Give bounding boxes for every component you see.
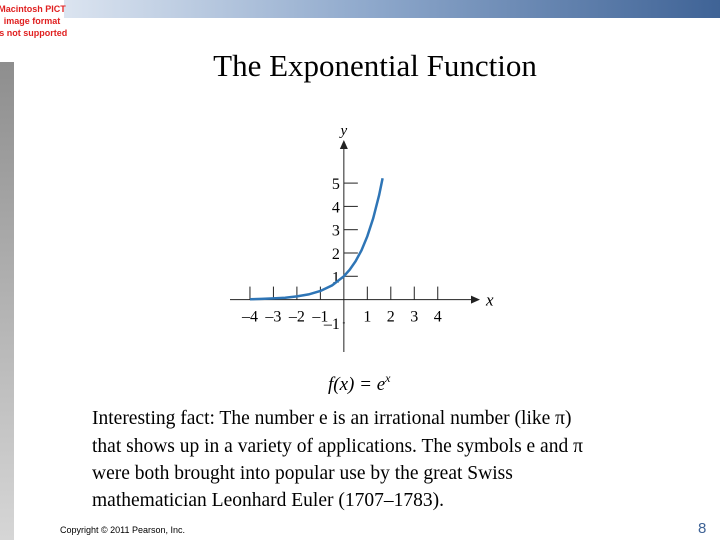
- x-tick-label: 3: [410, 309, 418, 326]
- x-tick-label: 2: [387, 309, 395, 326]
- y-tick-label: 3: [332, 223, 340, 240]
- placeholder-text: is not supported: [0, 28, 67, 38]
- image-placeholder: [0, 0, 64, 60]
- x-tick-label: –4: [241, 309, 258, 326]
- x-tick-label: 1: [363, 309, 371, 326]
- paragraph-line: mathematician Leonhard Euler (1707–1783)…: [92, 490, 444, 511]
- page-number: 8: [698, 520, 706, 537]
- footer: Copyright © 2011 Pearson, Inc.: [60, 525, 185, 535]
- x-tick-label: –1: [311, 309, 328, 326]
- x-tick-label: –3: [264, 309, 281, 326]
- placeholder-text: image format: [4, 16, 61, 26]
- y-tick-label: 1: [332, 269, 340, 286]
- x-axis-label: x: [485, 291, 494, 310]
- paragraph-line: were both brought into popular use by th…: [92, 463, 513, 484]
- y-tick-label: 2: [332, 246, 340, 263]
- caption-exponent: x: [384, 371, 391, 385]
- title: The Exponential Function: [213, 48, 537, 83]
- paragraph-line: Interesting fact: The number e is an irr…: [92, 408, 571, 429]
- y-arrow: [339, 140, 348, 149]
- caption: f(x) = ex: [328, 371, 391, 395]
- x-tick-label: –2: [288, 309, 305, 326]
- paragraph-line: that shows up in a variety of applicatio…: [92, 436, 583, 457]
- y-tick-label: 4: [332, 199, 340, 216]
- caption-function: f(x) = e: [328, 374, 385, 395]
- side-bar: [0, 62, 14, 540]
- y-axis-label: y: [339, 123, 348, 139]
- x-tick-label: 4: [434, 309, 442, 326]
- top-bar: [14, 0, 720, 18]
- y-tick-label: –1: [323, 316, 340, 333]
- curve: [249, 178, 384, 301]
- y-tick-label: 5: [332, 176, 340, 193]
- x-arrow: [471, 295, 480, 304]
- placeholder-text: Macintosh PICT: [0, 4, 66, 14]
